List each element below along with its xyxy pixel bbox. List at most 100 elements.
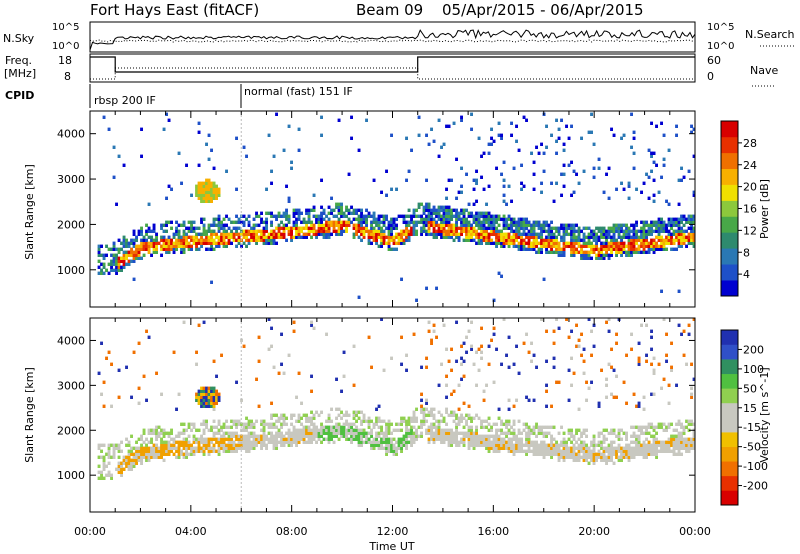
data-cell — [212, 386, 216, 390]
data-cell — [657, 443, 661, 447]
data-cell — [620, 452, 623, 456]
data-cell — [230, 241, 233, 245]
data-cell — [515, 235, 518, 239]
data-cell — [247, 220, 251, 224]
data-cell — [572, 250, 576, 254]
data-cell — [607, 241, 611, 245]
data-cell — [462, 220, 466, 224]
data-cell — [590, 455, 593, 459]
data-cell — [270, 169, 273, 173]
data-cell — [235, 443, 238, 447]
data-cell — [567, 241, 571, 245]
data-cell — [347, 425, 351, 429]
data-cell — [270, 401, 273, 405]
data-cell — [595, 226, 598, 230]
data-cell — [360, 431, 363, 435]
data-cell — [562, 443, 566, 447]
data-cell — [412, 232, 416, 236]
data-cell — [532, 353, 536, 357]
data-cell — [617, 223, 621, 227]
data-cell — [125, 437, 128, 441]
data-cell — [387, 235, 391, 239]
data-cell — [507, 232, 511, 236]
data-cell — [212, 449, 216, 453]
data-cell — [675, 124, 678, 128]
data-cell — [210, 184, 213, 188]
data-cell — [187, 434, 191, 438]
data-cell — [582, 232, 586, 236]
data-cell — [202, 431, 206, 435]
data-cell — [217, 241, 221, 245]
data-cell — [477, 368, 481, 372]
data-cell — [565, 226, 568, 230]
data-cell — [175, 449, 178, 453]
data-cell — [130, 241, 133, 245]
data-cell — [430, 437, 433, 441]
data-cell — [387, 437, 391, 441]
data-cell — [265, 226, 268, 230]
data-cell — [210, 395, 213, 399]
data-cell — [440, 434, 443, 438]
data-cell — [547, 238, 551, 242]
data-cell — [287, 443, 291, 447]
data-cell — [487, 241, 491, 245]
data-cell — [177, 392, 181, 396]
data-cell — [172, 350, 176, 354]
colorbar-cell — [721, 373, 738, 389]
data-cell — [300, 226, 303, 230]
data-cell — [227, 235, 231, 239]
data-cell — [392, 443, 396, 447]
data-cell — [585, 256, 588, 260]
data-cell — [690, 238, 693, 242]
data-cell — [672, 238, 676, 242]
data-cell — [565, 244, 568, 248]
data-cell — [512, 422, 516, 426]
data-cell — [590, 232, 593, 236]
data-cell — [512, 244, 516, 248]
data-cell — [380, 437, 383, 441]
data-cell — [572, 455, 576, 459]
data-cell — [112, 256, 116, 260]
data-cell — [185, 428, 188, 432]
data-cell — [140, 443, 143, 447]
data-cell — [657, 190, 661, 194]
data-cell — [560, 250, 563, 254]
data-cell — [457, 235, 461, 239]
data-cell — [652, 250, 656, 254]
data-cell — [150, 437, 153, 441]
data-cell — [467, 437, 471, 441]
data-cell — [295, 220, 298, 224]
data-cell — [662, 317, 666, 321]
data-cell — [152, 241, 156, 245]
data-cell — [607, 166, 611, 170]
data-cell — [282, 226, 286, 230]
data-cell — [380, 428, 383, 432]
data-cell — [575, 458, 578, 462]
data-cell — [315, 220, 318, 224]
data-cell — [210, 392, 213, 396]
data-cell — [520, 220, 523, 224]
data-cell — [542, 238, 546, 242]
data-cell — [592, 166, 596, 170]
data-cell — [350, 136, 353, 140]
data-cell — [282, 235, 286, 239]
data-cell — [492, 332, 496, 336]
data-cell — [227, 232, 231, 236]
data-cell — [337, 226, 341, 230]
data-cell — [622, 241, 626, 245]
data-cell — [347, 217, 351, 221]
data-cell — [610, 449, 613, 453]
data-cell — [585, 241, 588, 245]
data-cell — [590, 229, 593, 233]
data-cell — [267, 437, 271, 441]
data-cell — [597, 452, 601, 456]
data-cell — [642, 440, 646, 444]
data-cell — [130, 467, 133, 471]
data-cell — [250, 235, 253, 239]
data-cell — [510, 241, 513, 245]
freq-tick-high: 18 — [58, 54, 72, 67]
data-cell — [297, 211, 301, 215]
data-cell — [352, 217, 356, 221]
data-cell — [102, 380, 106, 384]
data-cell — [610, 238, 613, 242]
